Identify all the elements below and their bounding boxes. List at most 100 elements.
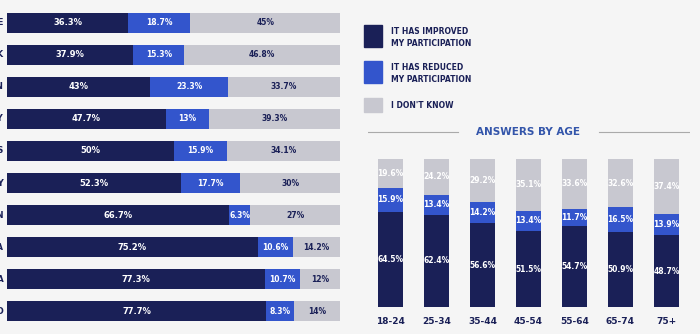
Text: 11.7%: 11.7% [561,213,588,222]
Bar [424,195,449,215]
Text: 15.3%: 15.3% [146,50,172,59]
Bar [470,223,495,307]
Text: FRANCE: FRANCE [0,18,4,27]
Text: 52.3%: 52.3% [80,179,108,187]
Bar [378,188,403,211]
Bar [7,13,128,33]
Text: 23.3%: 23.3% [176,82,202,91]
Text: 77.7%: 77.7% [122,307,151,316]
Text: 32.6%: 32.6% [608,179,634,187]
Bar [7,237,258,257]
Text: NETHERLANDS: NETHERLANDS [0,147,4,155]
Text: ROMANIA: ROMANIA [0,275,4,284]
Text: 16.5%: 16.5% [608,215,634,224]
Bar [364,25,382,47]
Bar [7,77,150,97]
Bar [251,205,340,225]
Bar [190,13,340,33]
Bar [470,159,495,202]
Text: 12%: 12% [312,275,330,284]
Bar [516,231,541,307]
Text: 29.2%: 29.2% [470,176,496,185]
Bar [470,202,495,223]
Bar [294,301,340,321]
Text: 77.3%: 77.3% [121,275,150,284]
Text: 75.2%: 75.2% [118,243,147,252]
Text: 35.1%: 35.1% [515,180,542,189]
Bar [174,141,227,161]
Text: 14.2%: 14.2% [304,243,330,252]
Text: 33.6%: 33.6% [561,179,587,188]
Bar [166,109,209,129]
Bar [300,269,340,289]
Text: 19.6%: 19.6% [377,169,404,178]
Text: 33.7%: 33.7% [271,82,298,91]
Text: 15.9%: 15.9% [187,147,214,155]
Text: IT HAS REDUCED
MY PARTICIPATION: IT HAS REDUCED MY PARTICIPATION [391,63,471,84]
Bar [562,209,587,226]
Text: 46.8%: 46.8% [249,50,276,59]
Text: 17.7%: 17.7% [197,179,224,187]
Bar [608,232,633,307]
Text: 27%: 27% [286,211,304,219]
Text: 39.3%: 39.3% [262,115,288,123]
Text: 30%: 30% [281,179,300,187]
Bar [265,269,300,289]
Text: 66.7%: 66.7% [104,211,133,219]
Text: POLAND: POLAND [0,307,4,316]
Bar [7,173,181,193]
Bar [424,159,449,195]
Text: 37.9%: 37.9% [56,50,85,59]
Bar [654,214,679,235]
Bar [258,237,293,257]
Text: 37.4%: 37.4% [653,182,680,191]
Text: 50%: 50% [80,147,100,155]
Text: 43%: 43% [69,82,89,91]
Bar [562,159,587,209]
Bar [378,211,403,307]
Text: 34.1%: 34.1% [270,147,297,155]
Bar [364,61,382,83]
Bar [654,159,679,214]
Text: 64.5%: 64.5% [377,255,404,264]
Text: 47.7%: 47.7% [72,115,101,123]
Bar [150,77,228,97]
Text: UK: UK [0,50,4,59]
Bar [133,45,184,65]
Text: 14.2%: 14.2% [470,208,496,217]
Bar [266,301,294,321]
Bar [562,226,587,307]
Bar [227,141,340,161]
Text: ESTONIA: ESTONIA [0,243,4,252]
Text: ANSWERS BY AGE: ANSWERS BY AGE [477,127,580,137]
Bar [7,301,266,321]
Text: SWEDEN: SWEDEN [0,211,4,219]
Bar [608,159,633,207]
Bar [181,173,240,193]
Text: 13.9%: 13.9% [653,220,680,229]
Text: 56.6%: 56.6% [470,261,496,270]
Text: 13%: 13% [178,115,197,123]
Text: 6.3%: 6.3% [230,211,251,219]
Bar [7,109,166,129]
Text: 10.6%: 10.6% [262,243,288,252]
Text: IT HAS IMPROVED
MY PARTICIPATION: IT HAS IMPROVED MY PARTICIPATION [391,27,471,48]
Text: 14%: 14% [308,307,326,316]
Text: 54.7%: 54.7% [561,262,587,271]
Bar [230,205,251,225]
Text: SPAIN: SPAIN [0,82,4,91]
Text: 62.4%: 62.4% [424,257,449,266]
Bar [228,77,340,97]
Text: I DON'T KNOW: I DON'T KNOW [391,102,453,111]
Bar [184,45,340,65]
Bar [378,159,403,188]
Bar [7,269,265,289]
Text: 45%: 45% [256,18,274,27]
Text: 24.2%: 24.2% [424,172,449,181]
Bar [516,211,541,231]
Bar [128,13,190,33]
Text: 18.7%: 18.7% [146,18,172,27]
Bar [516,159,541,211]
Bar [608,207,633,232]
Bar [7,141,174,161]
